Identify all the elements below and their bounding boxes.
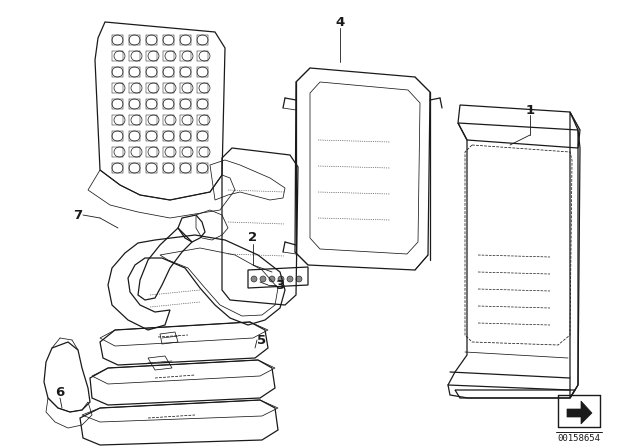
Ellipse shape — [269, 276, 275, 282]
Ellipse shape — [251, 276, 257, 282]
Text: 1: 1 — [525, 103, 534, 116]
Ellipse shape — [278, 276, 284, 282]
Ellipse shape — [260, 276, 266, 282]
Ellipse shape — [296, 276, 302, 282]
Text: 00158654: 00158654 — [557, 434, 600, 443]
Polygon shape — [567, 401, 592, 424]
Text: 4: 4 — [335, 16, 344, 29]
Text: 2: 2 — [248, 231, 257, 244]
Text: 7: 7 — [74, 208, 83, 221]
Ellipse shape — [287, 276, 293, 282]
Text: 5: 5 — [257, 333, 267, 346]
Text: 6: 6 — [56, 385, 65, 399]
Text: 3: 3 — [275, 279, 285, 292]
